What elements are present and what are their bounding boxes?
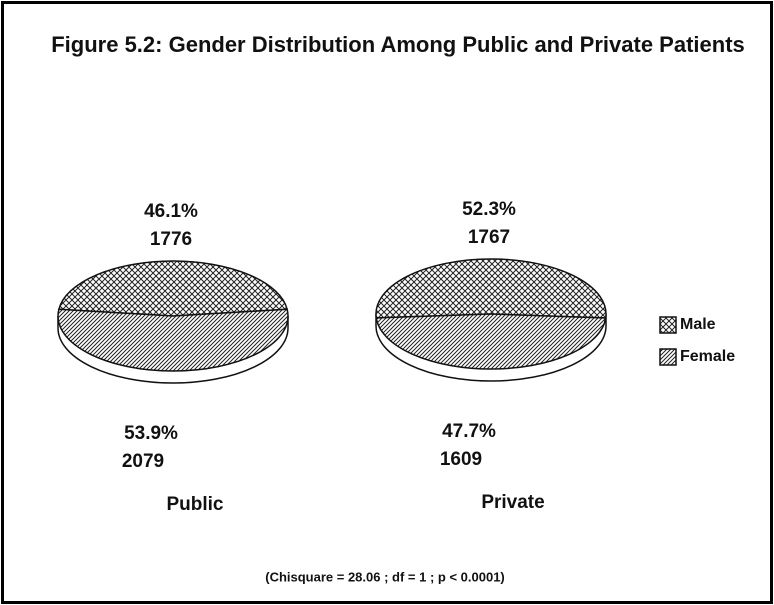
legend-swatch: [659, 348, 677, 366]
pie-slice: [57, 308, 289, 372]
legend-label: Male: [680, 316, 716, 333]
count-label: 2079: [122, 451, 164, 472]
count-label: 1609: [440, 449, 482, 470]
note: (Chisquare = 28.06 ; df = 1 ; p < 0.0001…: [265, 569, 505, 584]
value-label: 46.1%: [144, 201, 198, 222]
value-label: 52.3%: [462, 199, 516, 220]
pie-slice: [375, 313, 607, 370]
pie-name: Private: [481, 492, 544, 513]
chart-title: Figure 5.2: Gender Distribution Among Pu…: [51, 32, 745, 57]
pie-slice: [57, 260, 289, 317]
count-label: 1767: [468, 227, 510, 248]
pie-slice: [375, 258, 607, 319]
value-label: 47.7%: [442, 421, 496, 442]
count-label: 1776: [150, 229, 192, 250]
legend-label: Female: [680, 348, 735, 365]
value-label: 53.9%: [124, 423, 178, 444]
pie-name: Public: [166, 494, 223, 515]
legend-swatch: [659, 316, 677, 334]
